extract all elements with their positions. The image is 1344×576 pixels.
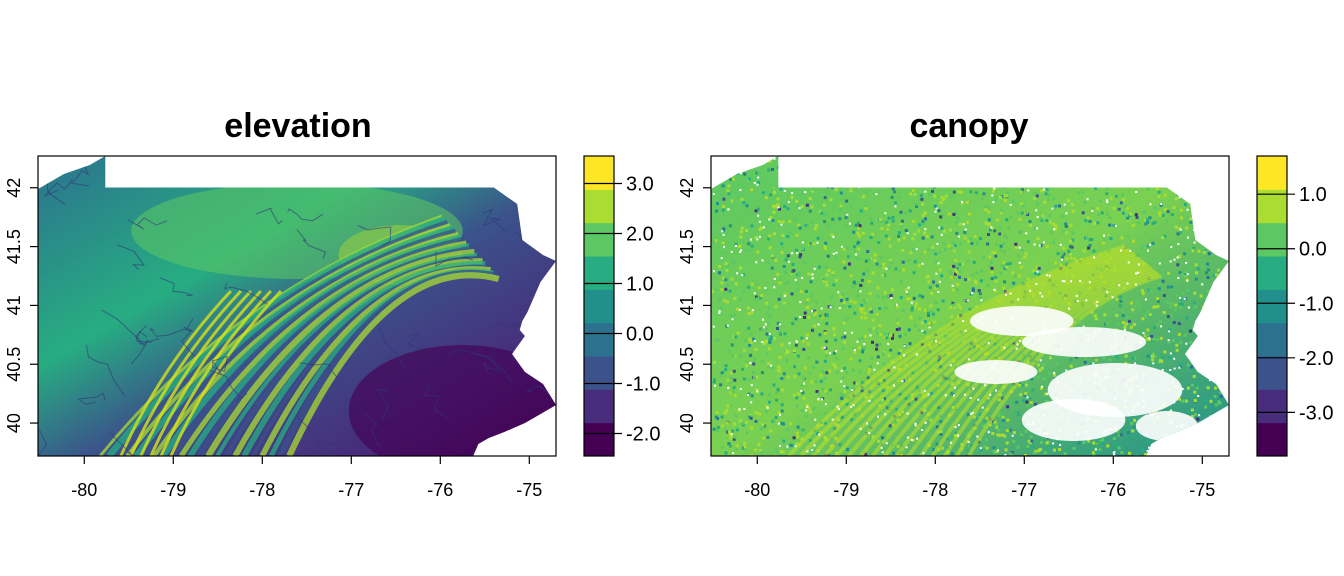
colorbar-swatch xyxy=(584,422,614,457)
colorbar-tick-label: -1.0 xyxy=(626,374,660,396)
colorbar-swatch xyxy=(1257,322,1287,357)
elevation-panel: elevation -80 -79 -78 -77 -76 -75 40 40.5 41 41.… xyxy=(4,107,660,500)
colorbar-swatch xyxy=(584,389,614,424)
y-tick-label: 42 xyxy=(677,178,697,198)
y-tick-label: 40.5 xyxy=(4,347,24,382)
x-tick-label: -77 xyxy=(1011,480,1037,500)
elevation-raster xyxy=(38,156,556,456)
colorbar-swatch xyxy=(584,356,614,390)
colorbar-swatch xyxy=(1257,422,1287,457)
x-tick-label: -80 xyxy=(71,480,97,500)
x-axis: -80 -79 -78 -77 -76 -75 xyxy=(744,456,1215,500)
colorbar-tick-label: 3.0 xyxy=(626,174,654,196)
colorbar-tick-label: 1.0 xyxy=(1299,184,1327,206)
y-tick-label: 41.5 xyxy=(4,229,24,264)
colorbar-swatch xyxy=(584,222,614,257)
x-tick-label: -79 xyxy=(160,480,186,500)
colorbar-tick-label: -2.0 xyxy=(1299,348,1333,370)
colorbar-tick-label: -1.0 xyxy=(1299,293,1333,315)
colorbar-swatch xyxy=(1257,156,1287,190)
y-tick-label: 40 xyxy=(4,413,24,433)
colorbar-tick-label: -2.0 xyxy=(626,424,660,446)
y-tick-label: 41 xyxy=(4,295,24,315)
colorbar-swatch xyxy=(1257,389,1287,424)
colorbar-swatch xyxy=(584,256,614,290)
x-tick-label: -79 xyxy=(833,480,859,500)
y-tick-label: 41 xyxy=(677,295,697,315)
colorbar-swatch xyxy=(1257,189,1287,224)
x-tick-label: -76 xyxy=(1100,480,1126,500)
colorbar-swatch xyxy=(584,322,614,357)
colorbar-swatch xyxy=(1257,289,1287,324)
x-tick-label: -75 xyxy=(516,480,542,500)
x-axis: -80 -79 -78 -77 -76 -75 xyxy=(71,456,542,500)
elevation-colorbar: -2.0 -1.0 0.0 1.0 2.0 3.0 xyxy=(583,155,660,457)
x-tick-label: -76 xyxy=(427,480,453,500)
colorbar-tick-label: 0.0 xyxy=(626,324,654,346)
y-axis: 40 40.5 41 41.5 42 xyxy=(677,178,711,433)
colorbar-tick-label: 2.0 xyxy=(626,224,654,246)
colorbar-swatch xyxy=(584,289,614,324)
x-tick-label: -77 xyxy=(338,480,364,500)
y-axis: 40 40.5 41 41.5 42 xyxy=(4,178,38,433)
canopy-panel: canopy -80 -79 -78 -77 -76 -75 40 40.5 41 41.5 42… xyxy=(677,107,1333,500)
panel-title: canopy xyxy=(909,107,1028,145)
colorbar-swatch xyxy=(584,189,614,224)
colorbar-tick-label: 1.0 xyxy=(626,274,654,296)
y-tick-label: 40 xyxy=(677,413,697,433)
colorbar-swatch xyxy=(584,156,614,190)
colorbar-frame xyxy=(1256,155,1288,457)
colorbar-swatch xyxy=(1257,356,1287,390)
x-tick-label: -75 xyxy=(1189,480,1215,500)
x-tick-label: -78 xyxy=(249,480,275,500)
colorbar-tick-label: -3.0 xyxy=(1299,402,1333,424)
colorbar-swatch xyxy=(1257,256,1287,290)
canopy-colorbar: -3.0 -2.0 -1.0 0.0 1.0 xyxy=(1256,155,1333,457)
panel-title: elevation xyxy=(224,107,371,145)
x-tick-label: -78 xyxy=(922,480,948,500)
y-tick-label: 41.5 xyxy=(677,229,697,264)
colorbar-swatch xyxy=(1257,222,1287,257)
colorbar-tick-label: 0.0 xyxy=(1299,239,1327,261)
x-tick-label: -80 xyxy=(744,480,770,500)
canopy-raster xyxy=(711,156,1229,456)
colorbar-frame xyxy=(583,155,615,457)
y-tick-label: 40.5 xyxy=(677,347,697,382)
y-tick-label: 42 xyxy=(4,178,24,198)
